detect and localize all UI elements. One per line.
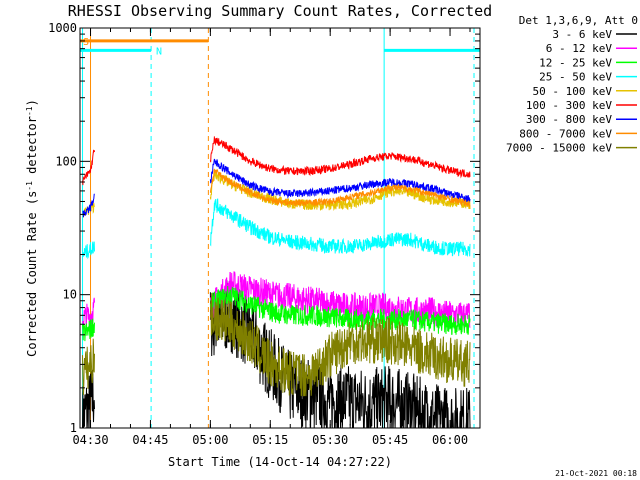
- plot-frame: [79, 27, 481, 429]
- series-6: [82, 136, 471, 186]
- series-2: [82, 271, 471, 333]
- legend-label-1: 3 - 6 keV: [552, 28, 612, 41]
- series-1-line-0: [82, 369, 95, 429]
- legend-label-9: 7000 - 15000 keV: [506, 142, 612, 155]
- legend-label-7: 300 - 800 keV: [526, 113, 612, 126]
- series-3: [82, 285, 471, 342]
- y-axis-label-part-4: ): [25, 99, 39, 106]
- plot-layer: SN: [80, 28, 480, 430]
- series-5-line-1: [209, 170, 471, 212]
- y-axis-label-part-3: -1: [25, 106, 34, 116]
- series-4-line-0: [82, 241, 95, 260]
- x-tick-label-6: 06:00: [432, 433, 468, 447]
- y-axis: 1 10 100 1000: [48, 21, 480, 435]
- legend-label-3: 12 - 25 keV: [539, 56, 612, 69]
- series-7-line-1: [209, 158, 471, 204]
- series-8: [209, 168, 471, 209]
- state-bar-label-0: S: [83, 37, 89, 48]
- x-tick-label-4: 05:30: [312, 433, 348, 447]
- x-tick-label-5: 05:45: [372, 433, 408, 447]
- y-tick-label-2: 100: [55, 154, 77, 168]
- series-7-line-0: [82, 193, 95, 218]
- legend-label-5: 50 - 100 keV: [533, 85, 613, 98]
- legend-label-8: 800 - 7000 keV: [519, 127, 612, 140]
- y-axis-label-part-1: -1: [25, 181, 34, 191]
- footer-timestamp: 21-Oct-2021 00:18: [555, 469, 637, 478]
- x-tick-label-3: 05:15: [252, 433, 288, 447]
- x-axis-label: Start Time (14-Oct-14 04:27:22): [168, 455, 392, 469]
- y-axis-label-part-0: Corrected Count Rate (s: [25, 191, 39, 357]
- y-tick-label-1: 10: [63, 288, 77, 302]
- x-axis: 04:30 04:45 05:00 05:15 05:30 05:45 06:00: [72, 28, 471, 447]
- series-8-line-1: [209, 168, 471, 209]
- x-tick-label-2: 05:00: [192, 433, 228, 447]
- legend-label-2: 6 - 12 keV: [546, 42, 613, 55]
- legend-label-6: 100 - 300 keV: [526, 99, 612, 112]
- series-9: [82, 292, 471, 397]
- series-3-line-0: [82, 318, 95, 342]
- x-tick-label-1: 04:45: [132, 433, 168, 447]
- y-tick-label-3: 1000: [48, 21, 77, 35]
- y-axis-label-part-2: detector: [25, 116, 39, 181]
- state-bar-label-1: N: [156, 46, 162, 57]
- series-7: [82, 158, 471, 218]
- y-axis-label: Corrected Count Rate (s-1 detector-1): [25, 99, 40, 357]
- series-4-line-1: [210, 198, 471, 258]
- chart-title: RHESSI Observing Summary Count Rates, Co…: [68, 2, 492, 20]
- series-3-line-1: [209, 285, 471, 336]
- legend-header: Det 1,3,6,9, Att 0: [519, 14, 638, 27]
- series-6-line-0: [82, 149, 95, 186]
- series-9-line-1: [209, 292, 471, 397]
- y-tick-label-0: 1: [70, 421, 77, 435]
- series-9-line-0: [82, 338, 95, 395]
- series-4: [82, 198, 471, 260]
- x-tick-label-0: 04:30: [72, 433, 108, 447]
- legend-label-4: 25 - 50 keV: [539, 71, 612, 84]
- series-6-line-1: [209, 136, 471, 179]
